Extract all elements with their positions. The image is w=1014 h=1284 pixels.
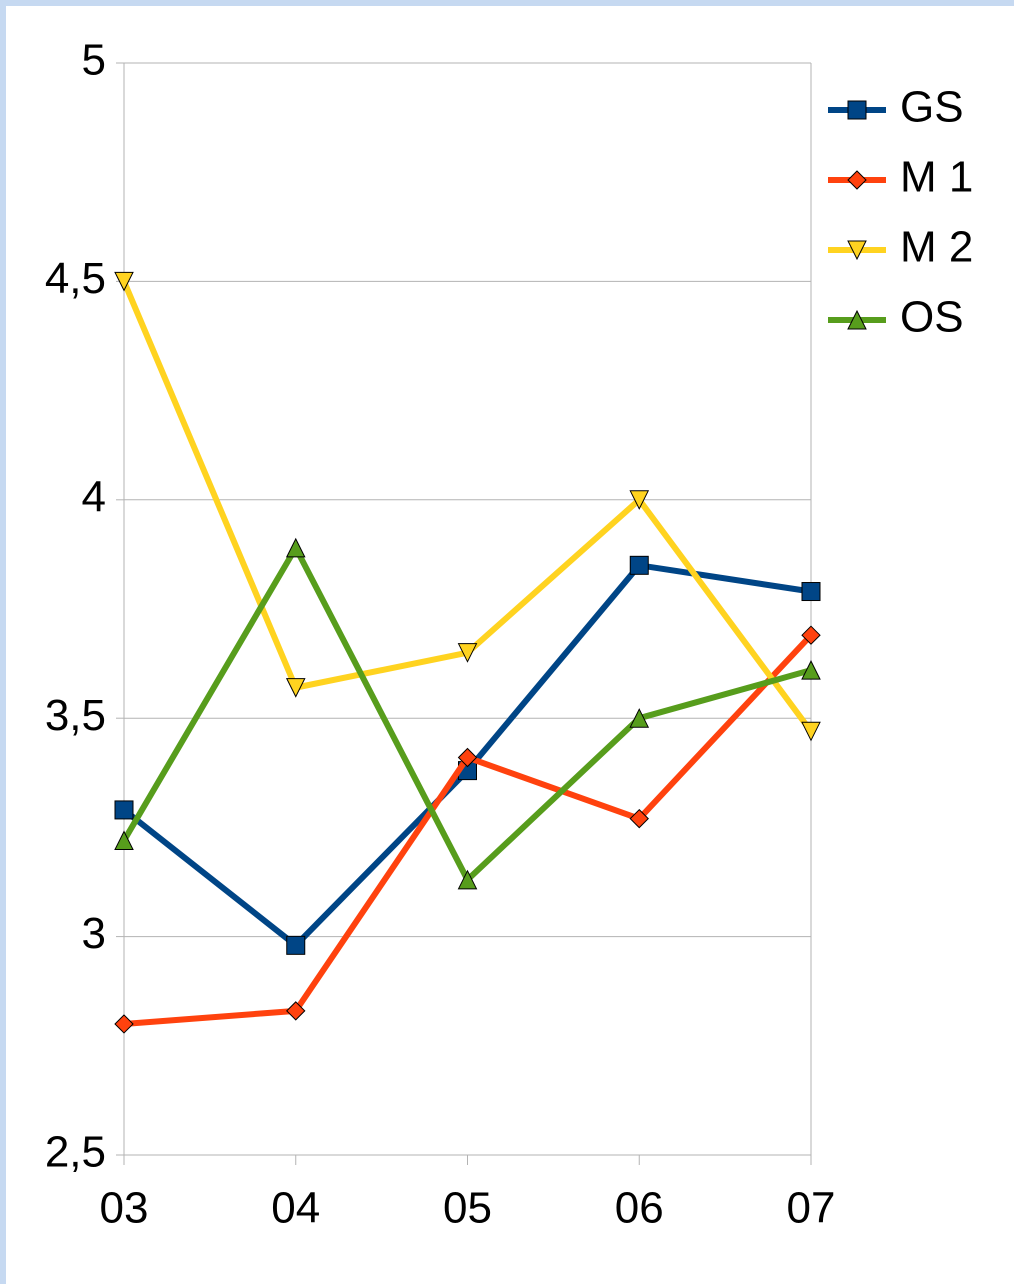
legend-marker <box>847 170 867 190</box>
legend-label: M 1 <box>900 153 973 202</box>
data-point <box>801 721 821 742</box>
y-tick-label: 3,5 <box>45 691 106 740</box>
data-point <box>457 747 478 768</box>
data-point <box>285 678 306 698</box>
legend-label: GS <box>900 83 964 132</box>
x-tick-label: 03 <box>100 1184 149 1233</box>
data-point <box>286 1001 306 1021</box>
x-tick-label: 06 <box>615 1184 664 1233</box>
y-tick-label: 4,5 <box>45 254 106 303</box>
data-point <box>629 490 650 510</box>
data-point <box>801 660 821 680</box>
x-tick-label: 07 <box>787 1184 836 1233</box>
y-tick-label: 2,5 <box>45 1128 106 1177</box>
legend-marker <box>847 309 867 330</box>
x-tick-label: 04 <box>271 1184 320 1233</box>
data-point <box>629 708 650 728</box>
data-point <box>629 808 649 829</box>
data-point <box>114 800 134 820</box>
data-point <box>114 271 134 292</box>
data-point <box>285 537 306 558</box>
chart: 2,5 3 3,5 4 4,5 5 03 04 05 06 07 GS M 1 M 2 OS <box>45 36 974 1233</box>
data-point <box>286 935 306 955</box>
data-point <box>457 869 478 890</box>
legend-marker <box>847 240 867 261</box>
data-point <box>114 1014 134 1034</box>
legend-label: OS <box>900 293 964 342</box>
data-point <box>629 555 649 575</box>
legend-marker <box>847 100 867 120</box>
data-point <box>801 582 821 602</box>
y-tick-label: 3 <box>82 909 106 958</box>
data-point <box>114 830 134 851</box>
series-line <box>123 633 814 1027</box>
legend-label: M 2 <box>900 223 973 272</box>
y-tick-label: 5 <box>82 36 106 85</box>
data-point <box>457 643 478 663</box>
series-line <box>121 544 812 883</box>
data-point <box>801 625 821 645</box>
y-tick-label: 4 <box>82 472 106 521</box>
x-tick-label: 05 <box>443 1184 492 1233</box>
